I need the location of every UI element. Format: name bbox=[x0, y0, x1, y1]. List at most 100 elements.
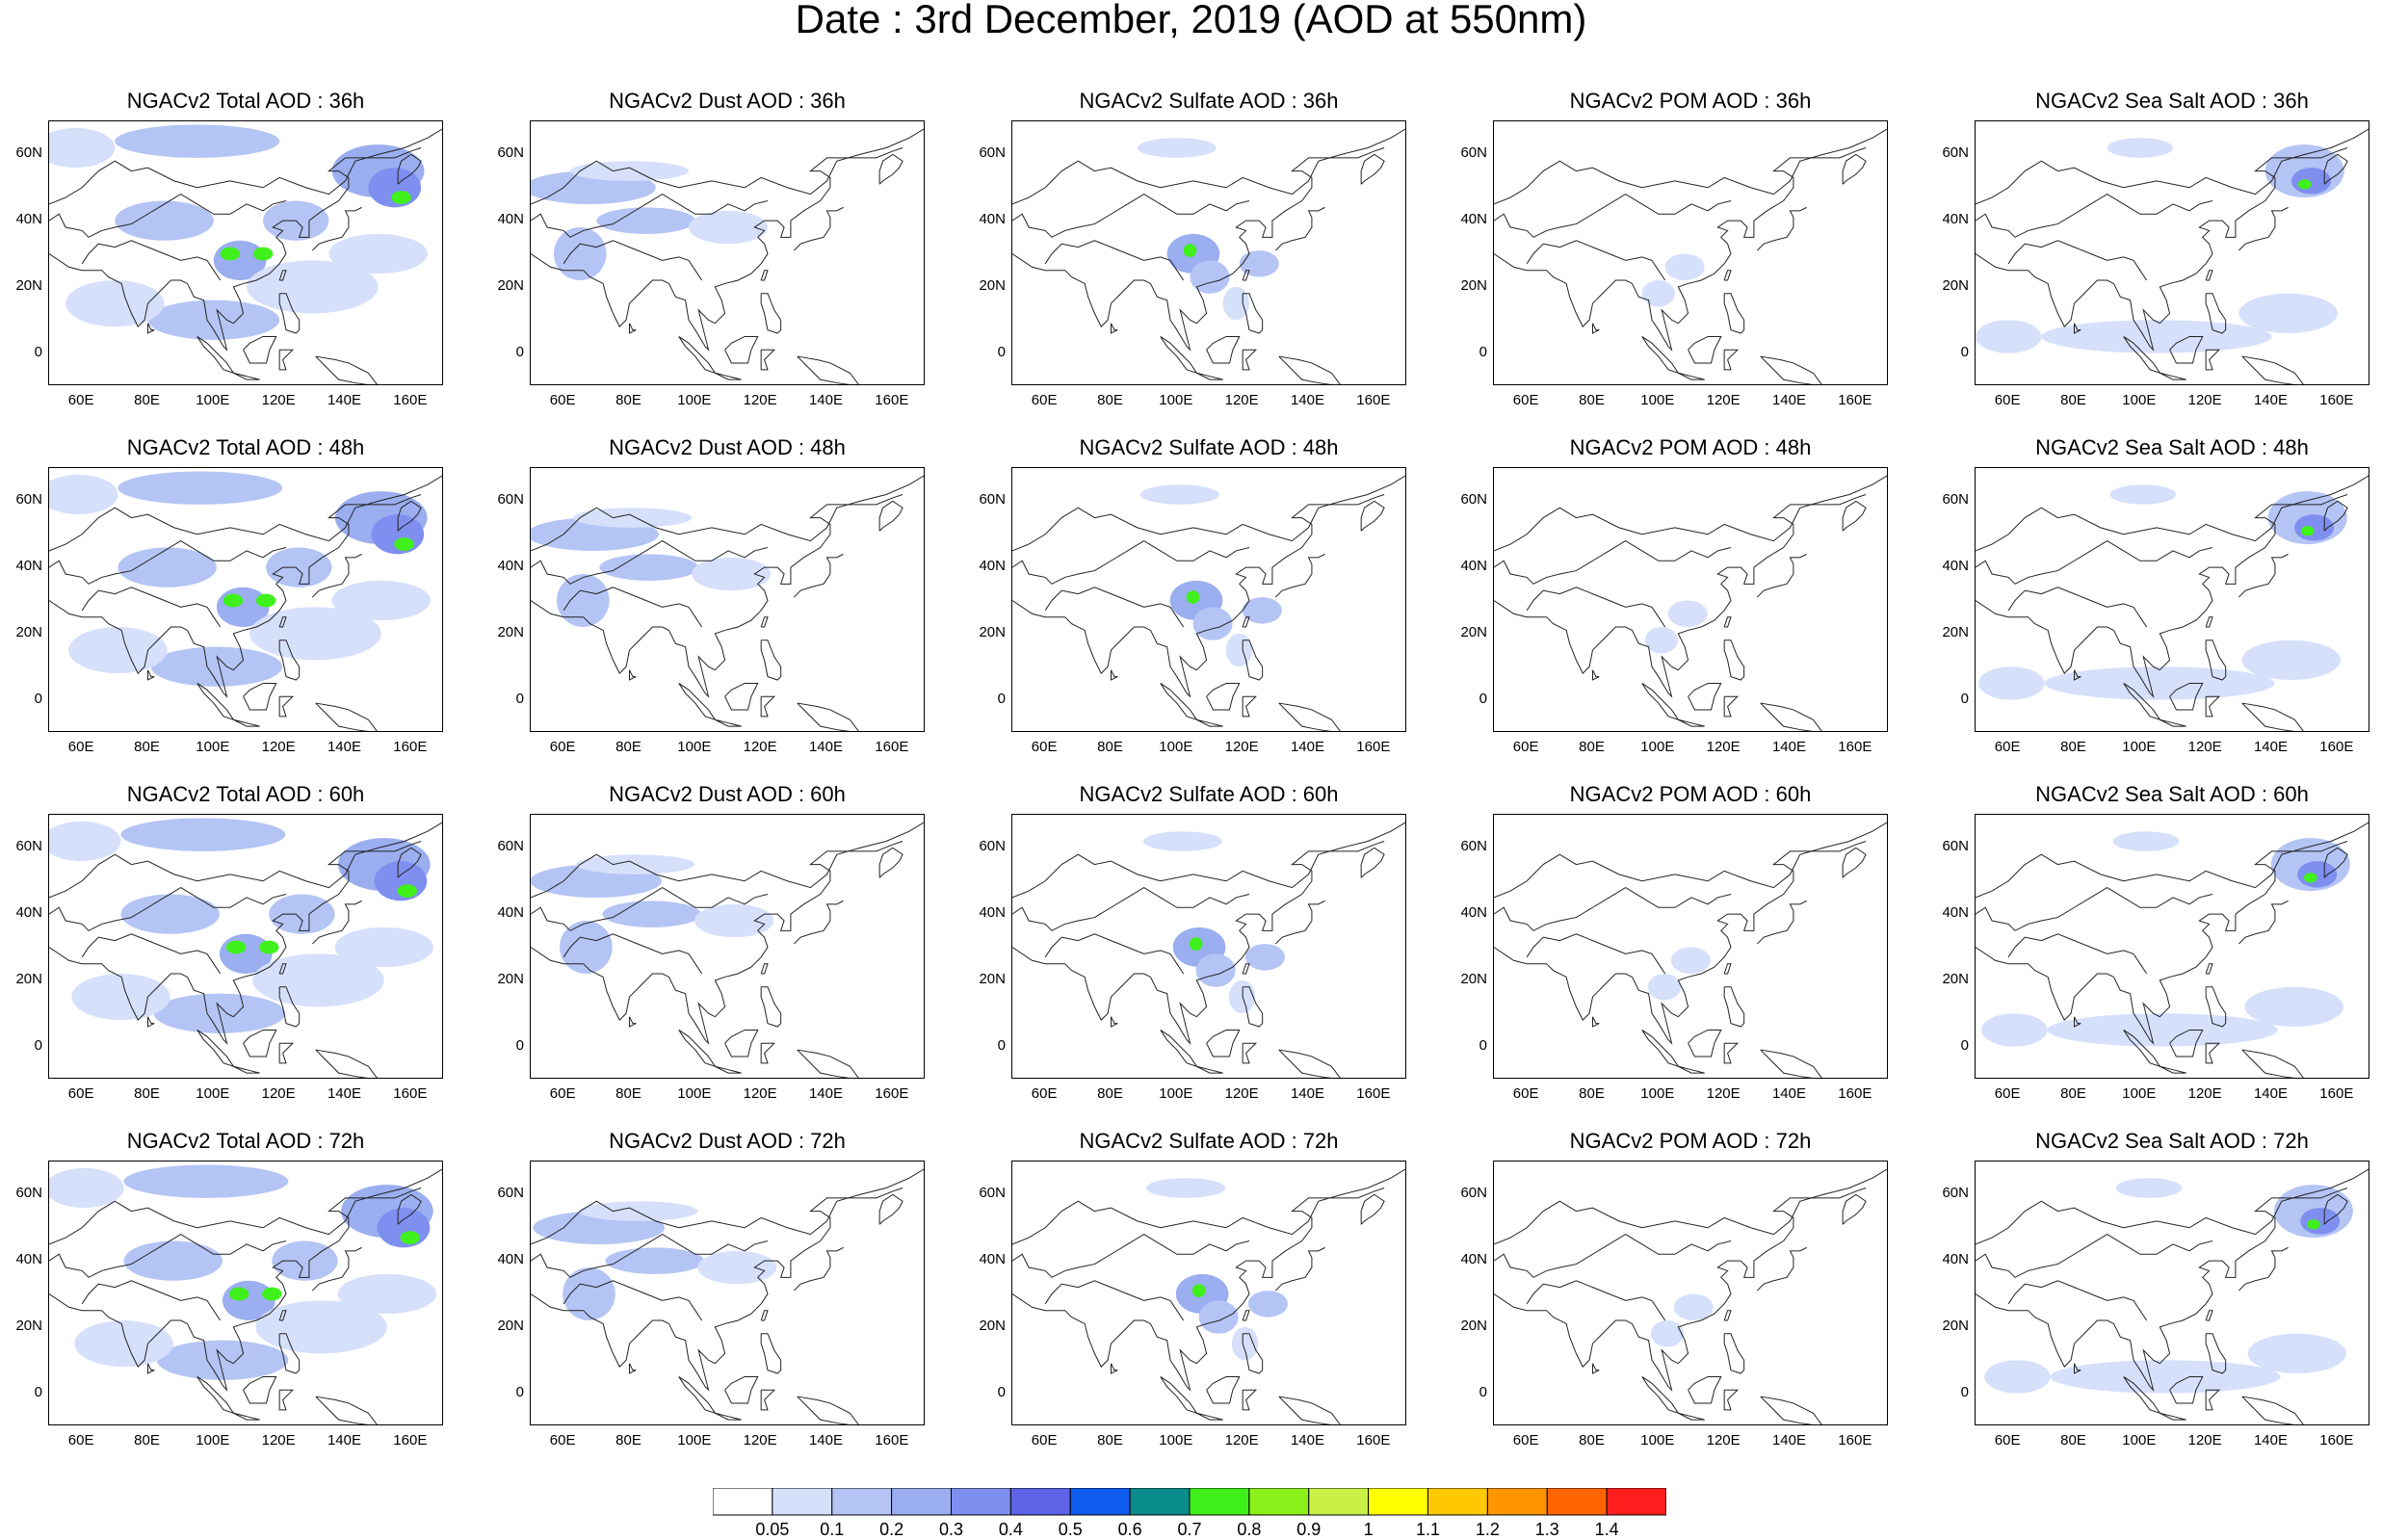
colorbar-label: 0.9 bbox=[1296, 1520, 1322, 1539]
map-panel-seasalt-72h bbox=[1975, 1161, 2369, 1425]
lon-tick-label: 160E bbox=[875, 392, 909, 408]
map-canvas bbox=[49, 124, 442, 384]
coastline-8 bbox=[1206, 1029, 1241, 1057]
coastline-5 bbox=[1242, 1333, 1264, 1374]
colorbar-label: 0.2 bbox=[879, 1520, 904, 1539]
lat-tick-label: 40N bbox=[979, 904, 1006, 922]
coastline-11 bbox=[2074, 1016, 2081, 1028]
lat-tick-label: 0 bbox=[1960, 690, 1969, 707]
aod-field-3 bbox=[2044, 666, 2275, 700]
lon-tick-label: 100E bbox=[677, 739, 712, 755]
coastline-6 bbox=[1160, 1376, 1198, 1415]
coastline-13 bbox=[596, 240, 703, 281]
lon-tick-label: 60E bbox=[67, 1432, 94, 1449]
coastline-7 bbox=[1678, 718, 1705, 727]
coastline-6 bbox=[2123, 336, 2161, 375]
colorbar-label: 0.1 bbox=[820, 1520, 845, 1539]
aod-field-6 bbox=[220, 247, 241, 261]
coastline-2 bbox=[2238, 206, 2289, 251]
lat-tick-label: 20N bbox=[1460, 276, 1487, 294]
coastline-13 bbox=[1559, 933, 1666, 975]
coastline-10 bbox=[1760, 1396, 1822, 1424]
colorbar-label: 0.6 bbox=[1117, 1520, 1142, 1539]
lat-tick-label: 60N bbox=[1942, 491, 1969, 509]
coastline-14 bbox=[81, 243, 116, 265]
lon-tick-label: 60E bbox=[1031, 739, 1058, 755]
map-panel-sulfate-60h bbox=[1011, 814, 1406, 1079]
coastline-1 bbox=[1012, 147, 1385, 352]
coastline-9 bbox=[760, 1389, 776, 1411]
lon-tick-label: 120E bbox=[1706, 739, 1741, 755]
map-canvas bbox=[1012, 128, 1405, 384]
lat-tick-label: 20N bbox=[979, 970, 1006, 987]
lon-tick-label: 140E bbox=[2253, 1085, 2289, 1102]
lat-tick-label: 60N bbox=[979, 1185, 1006, 1202]
lon-tick-label: 140E bbox=[808, 739, 844, 755]
lon-tick-label: 100E bbox=[1640, 739, 1675, 755]
coastline-3 bbox=[397, 500, 422, 532]
colorbar bbox=[713, 1488, 1666, 1516]
aod-field-13 bbox=[269, 894, 335, 934]
lon-tick-label: 140E bbox=[2253, 739, 2289, 755]
lon-tick-label: 80E bbox=[2060, 1085, 2086, 1102]
lon-tick-label: 80E bbox=[134, 1432, 160, 1449]
coastline-6 bbox=[678, 1030, 717, 1068]
lat-tick-label: 0 bbox=[1479, 1383, 1487, 1400]
coastline-14 bbox=[1044, 589, 1079, 612]
coastline-0 bbox=[531, 1168, 924, 1245]
coastline-9 bbox=[278, 695, 295, 718]
lat-tick-label: 60N bbox=[15, 838, 42, 855]
coastline-14 bbox=[2007, 1283, 2042, 1305]
lon-tick-label: 160E bbox=[2319, 1432, 2354, 1449]
aod-field-4 bbox=[400, 1231, 421, 1244]
coastline-12 bbox=[49, 1234, 287, 1278]
coastline-8 bbox=[243, 682, 277, 711]
coastline-7 bbox=[2160, 1065, 2186, 1074]
coastline-2 bbox=[1274, 206, 1325, 251]
coastline-7 bbox=[1678, 372, 1705, 380]
coastline-0 bbox=[49, 475, 442, 552]
lat-tick-label: 40N bbox=[1460, 904, 1487, 922]
lon-tick-label: 160E bbox=[1838, 1432, 1872, 1449]
coastline-2 bbox=[1274, 553, 1325, 598]
coastline-7 bbox=[1196, 372, 1223, 380]
colorbar-box bbox=[891, 1488, 952, 1516]
panel-title: NGACv2 Dust AOD : 72h bbox=[609, 1129, 846, 1153]
aod-field-8 bbox=[118, 547, 217, 587]
coastline-13 bbox=[596, 587, 703, 628]
aod-field-10 bbox=[249, 607, 381, 661]
aod-field-0 bbox=[49, 821, 121, 862]
coastline-3 bbox=[1360, 1193, 1385, 1225]
coastline-5 bbox=[278, 293, 301, 334]
coastline-0 bbox=[1012, 128, 1405, 205]
coastline-4 bbox=[1723, 1310, 1732, 1321]
coastline-5 bbox=[760, 986, 782, 1028]
coastline-7 bbox=[715, 372, 742, 380]
coastline-14 bbox=[1526, 936, 1560, 958]
lon-tick-label: 160E bbox=[393, 1085, 428, 1102]
coastline-11 bbox=[629, 1016, 637, 1028]
lon-tick-label: 120E bbox=[1224, 1432, 1259, 1449]
map-canvas bbox=[1976, 128, 2369, 384]
coastline-1 bbox=[1494, 841, 1867, 1045]
aod-field-7 bbox=[252, 247, 274, 261]
coastline-3 bbox=[1842, 1193, 1867, 1225]
coastline-14 bbox=[1044, 243, 1079, 265]
coastline-14 bbox=[563, 1283, 597, 1305]
aod-field-2 bbox=[1198, 1300, 1239, 1334]
lon-tick-label: 140E bbox=[1290, 1085, 1325, 1102]
aod-field-7 bbox=[262, 1287, 282, 1301]
lon-tick-label: 160E bbox=[2319, 739, 2354, 755]
coastline-9 bbox=[2205, 1042, 2221, 1064]
coastline-14 bbox=[563, 936, 597, 958]
main-title: Date : 3rd December, 2019 (AOD at 550nm) bbox=[795, 0, 1587, 41]
coastline-8 bbox=[1688, 1029, 1722, 1057]
coastline-4 bbox=[760, 1310, 769, 1321]
aod-field-6 bbox=[2115, 1178, 2183, 1198]
aod-field-1 bbox=[123, 1164, 289, 1198]
lat-tick-label: 0 bbox=[34, 690, 42, 707]
coastline-6 bbox=[678, 336, 717, 375]
lon-tick-label: 60E bbox=[67, 1085, 94, 1102]
aod-field-4 bbox=[397, 884, 417, 898]
aod-field-6 bbox=[2112, 831, 2180, 851]
